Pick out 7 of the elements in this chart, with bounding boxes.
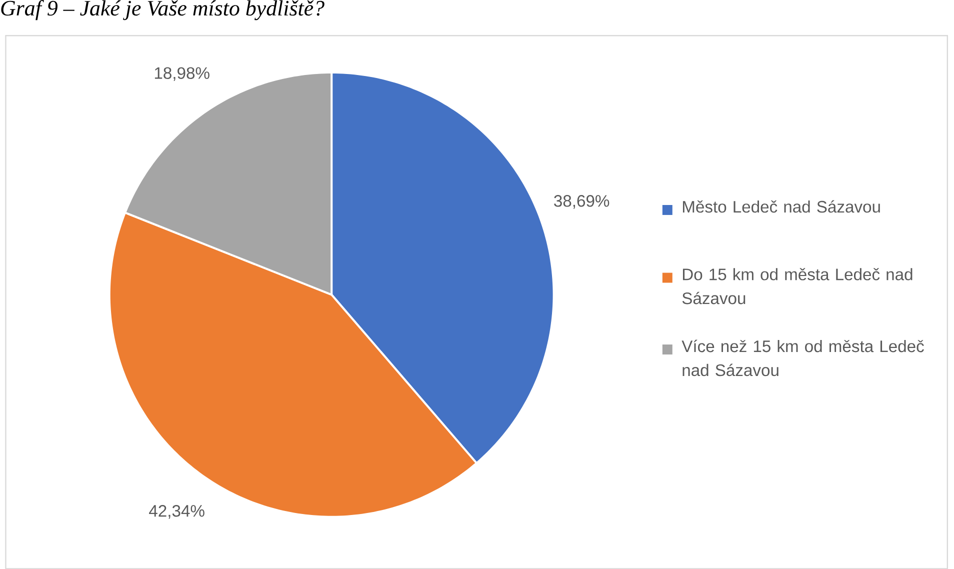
legend-label: Do 15 km od města Ledeč nad Sázavou (682, 268, 912, 304)
data-label: 38,69% (554, 194, 610, 209)
legend-label: Více než 15 km od města Ledeč nad Sázavou (682, 340, 924, 376)
data-label: 18,98% (154, 67, 210, 81)
chart-title: Graf 9 – Jaké je Vaše místo bydliště? (1, 0, 324, 20)
legend-label: Město Ledeč nad Sázavou (682, 200, 880, 213)
data-label: 42,34% (149, 504, 204, 519)
